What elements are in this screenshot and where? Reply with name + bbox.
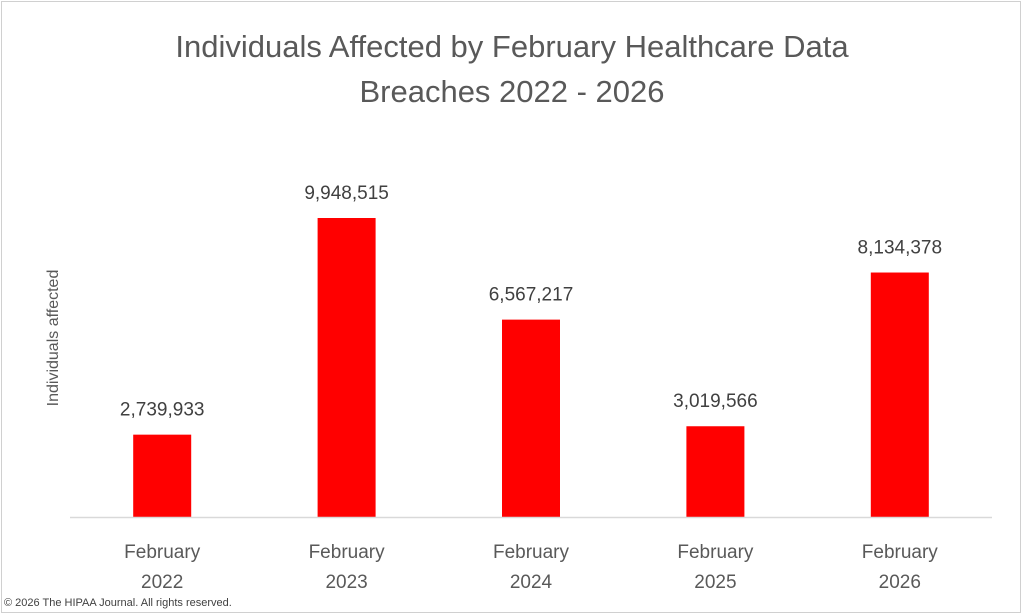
data-label-3: 3,019,566 [673, 391, 758, 412]
bar-4 [870, 272, 929, 517]
x-tick-label-0-1: 2022 [141, 572, 183, 593]
x-tick-labels-group: February 2022 February 2023 February 2024 Febr… [124, 542, 938, 593]
bar-2 [502, 319, 560, 517]
x-tick-label-1-0: February [309, 542, 386, 563]
copyright-notice: © 2026 The HIPAA Journal. All rights res… [4, 597, 232, 609]
x-tick-label-2-0: February [493, 542, 570, 563]
x-tick-label-3-1: 2025 [694, 572, 736, 593]
x-tick-label-4-1: 2026 [879, 572, 921, 593]
data-label-4: 8,134,378 [858, 238, 943, 259]
bars-group [133, 218, 929, 517]
chart-title-line-2: Breaches 2022 - 2026 [359, 74, 665, 109]
chart-title-line-1: Individuals Affected by February Healthc… [175, 29, 849, 64]
data-label-1: 9,948,515 [304, 183, 389, 204]
x-tick-label-3-0: February [677, 542, 754, 563]
y-axis-label: Individuals affected [45, 270, 62, 407]
bar-3 [686, 426, 745, 517]
bar-0 [133, 434, 192, 517]
data-label-2: 6,567,217 [489, 285, 574, 306]
x-tick-label-4-0: February [862, 542, 939, 563]
x-tick-label-2-1: 2024 [510, 572, 553, 593]
x-tick-label-1-1: 2023 [325, 572, 367, 593]
x-tick-label-0-0: February [124, 542, 201, 563]
data-label-0: 2,739,933 [120, 400, 205, 421]
data-labels-group: 2,739,933 9,948,515 6,567,217 3,019,566 8,13… [120, 183, 942, 421]
bar-1 [317, 218, 376, 517]
chart-title: Individuals Affected by February Healthc… [0, 24, 1024, 114]
